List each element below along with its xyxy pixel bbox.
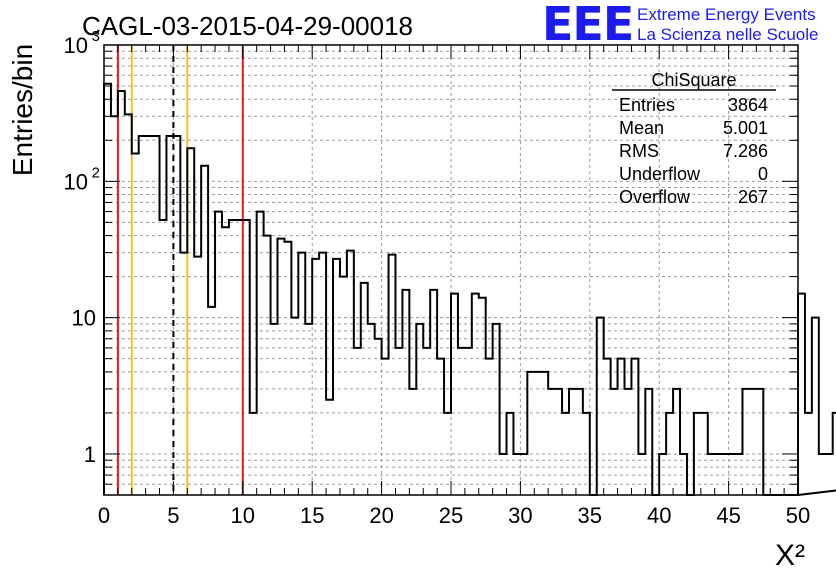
y-axis-label: Entries/bin	[7, 44, 38, 176]
y-tick-label: 10	[72, 306, 96, 331]
stats-label: Entries	[619, 95, 675, 115]
x-tick-label: 15	[300, 503, 324, 528]
stats-rows: Entries 3864 Mean 5.001 RMS 7.286 Underflow 0 Ov…	[619, 95, 768, 207]
y-tick-exponent: 3	[92, 28, 100, 45]
x-tick-label: 25	[439, 503, 463, 528]
y-tick-label: 1	[84, 442, 96, 467]
stats-value: 5.001	[723, 118, 768, 138]
y-tick-label: 10	[64, 169, 88, 194]
x-tick-label: 40	[647, 503, 671, 528]
stats-title: ChiSquare	[651, 70, 736, 90]
y-tick-label: 10	[64, 33, 88, 58]
stats-value: 7.286	[723, 141, 768, 161]
x-tick-label: 30	[508, 503, 532, 528]
x-tick-label: 45	[716, 503, 740, 528]
x-tick-label: 5	[167, 503, 179, 528]
x-tick-labels: 0 5 10 15 20 25 30 35 40 45 50	[98, 503, 810, 528]
eee-logo-line2: La Scienza nelle Scuole	[637, 25, 818, 44]
x-tick-label: 10	[231, 503, 255, 528]
x-tick-label: 0	[98, 503, 110, 528]
stats-box: ChiSquare Entries 3864 Mean 5.001 RMS 7.286 Un…	[612, 70, 776, 207]
stats-label: Underflow	[619, 164, 701, 184]
reference-lines	[116, 45, 244, 495]
axes	[103, 44, 799, 496]
x-tick-label: 35	[578, 503, 602, 528]
eee-logo-line1: Extreme Energy Events	[637, 5, 816, 24]
stats-value: 0	[758, 164, 768, 184]
stats-value: 267	[738, 187, 768, 207]
stats-label: Mean	[619, 118, 664, 138]
grid	[104, 45, 798, 495]
eee-logo: EEE Extreme Energy Events La Scienza nel…	[542, 0, 818, 51]
stats-value: 3864	[728, 95, 768, 115]
eee-logo-mark: EEE	[542, 0, 633, 51]
x-tick-label: 50	[786, 503, 810, 528]
y-tick-exponent: 2	[92, 164, 100, 181]
stats-label: Overflow	[619, 187, 691, 207]
chart-title: CAGL-03-2015-04-29-00018	[82, 11, 413, 41]
x-axis-label: X²	[775, 539, 805, 572]
x-tick-label: 20	[369, 503, 393, 528]
stats-label: RMS	[619, 141, 659, 161]
